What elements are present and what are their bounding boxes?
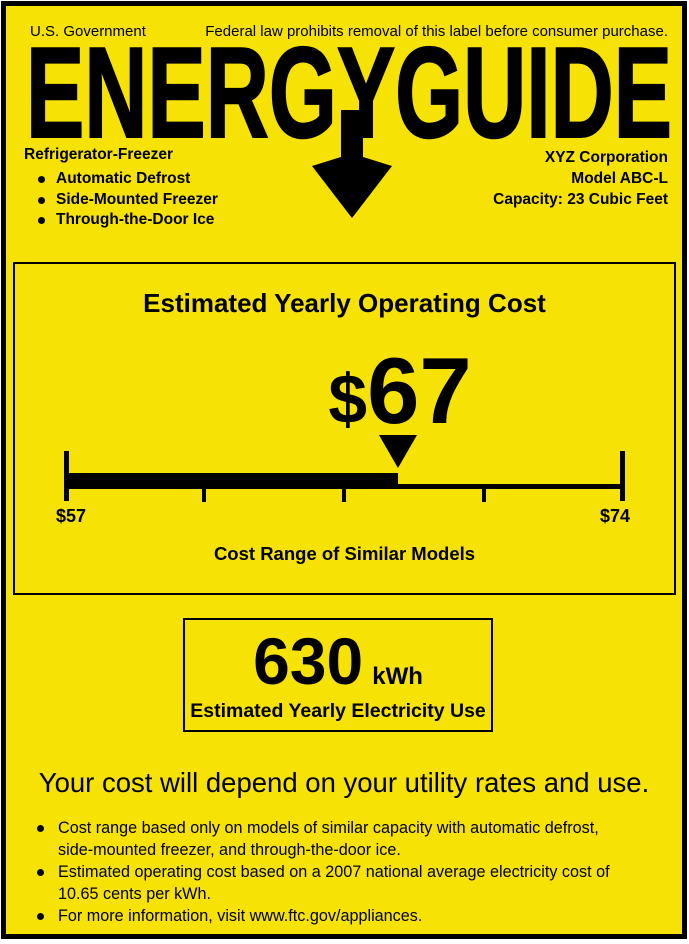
appliance-type: Refrigerator-Freezer [24, 146, 174, 163]
energyguide-logo-text: ENERGYGUIDE [26, 43, 672, 143]
footnote-line: For more information, visit www.ftc.gov/… [58, 907, 423, 925]
down-arrow-icon [312, 110, 392, 218]
electricity-use-caption: Estimated Yearly Electricity Use [190, 699, 486, 722]
footnote: Cost range based only on models of simil… [24, 817, 610, 861]
bullet-icon [38, 217, 45, 225]
currency-symbol: $ [328, 360, 368, 438]
footnote-line: 10.65 cents per kWh. [58, 885, 211, 903]
feature-label: Through-the-Door Ice [56, 211, 215, 229]
header-row: U.S. Government Federal law prohibits re… [30, 23, 668, 40]
feature-item: Side-Mounted Freezer [24, 190, 218, 211]
feature-item: Automatic Defrost [24, 169, 218, 190]
scale-right-tick [620, 451, 625, 501]
appliance-info: Refrigerator-Freezer Automatic Defrost S… [24, 146, 218, 231]
footnote-line: Cost range based only on models of simil… [58, 819, 599, 837]
footnote: For more information, visit www.ftc.gov/… [24, 905, 610, 927]
federal-notice-text: Federal law prohibits removal of this la… [205, 23, 668, 40]
operating-cost-title: Estimated Yearly Operating Cost [143, 288, 546, 318]
bullet-icon [38, 176, 45, 183]
bullet-icon [38, 196, 45, 204]
electricity-use-box: 630 kWh Estimated Yearly Electricity Use [183, 618, 493, 732]
footnote-list: Cost range based only on models of simil… [24, 817, 610, 927]
operating-cost-value: $67 [328, 344, 471, 438]
footnote-line: side-mounted freezer, and through-the-do… [58, 841, 401, 859]
model-number: Model ABC-L [571, 170, 668, 187]
feature-list: Automatic Defrost Side-Mounted Freezer T… [24, 169, 218, 231]
footnote: Estimated operating cost based on a 2007… [24, 861, 610, 905]
operating-cost-box: Estimated Yearly Operating Cost $67 $57 … [13, 262, 676, 595]
feature-item: Through-the-Door Ice [24, 210, 218, 231]
energyguide-logo: ENERGYGUIDE [25, 43, 673, 143]
scale-max-label: $74 [600, 506, 631, 526]
cost-amount: 67 [367, 338, 472, 443]
bullet-icon [37, 869, 44, 876]
electricity-use-row: 630 kWh [253, 628, 423, 694]
scale-min-label: $57 [56, 506, 87, 526]
manufacturer-name: XYZ Corporation [544, 149, 668, 166]
electricity-use-unit: kWh [372, 662, 423, 690]
footnote-line: Estimated operating cost based on a 2007… [58, 863, 610, 881]
scale-filled-bar [66, 473, 398, 487]
bullet-icon [37, 825, 44, 832]
scale-mid-tick [342, 485, 346, 502]
scale-caption: Cost Range of Similar Models [213, 543, 476, 564]
bullet-icon [37, 913, 44, 920]
scale-mid-tick [482, 485, 486, 502]
manufacturer-info: XYZ Corporation Model ABC-L Capacity: 23… [493, 147, 668, 210]
disclaimer-text: Your cost will depend on your utility ra… [38, 767, 650, 798]
us-government-text: U.S. Government [30, 23, 146, 40]
scale-mid-tick [202, 485, 206, 502]
feature-label: Side-Mounted Freezer [56, 190, 218, 208]
feature-label: Automatic Defrost [56, 170, 191, 187]
electricity-use-value: 630 [253, 623, 364, 698]
capacity: Capacity: 23 Cubic Feet [493, 191, 668, 208]
cost-pointer-icon [379, 435, 417, 468]
